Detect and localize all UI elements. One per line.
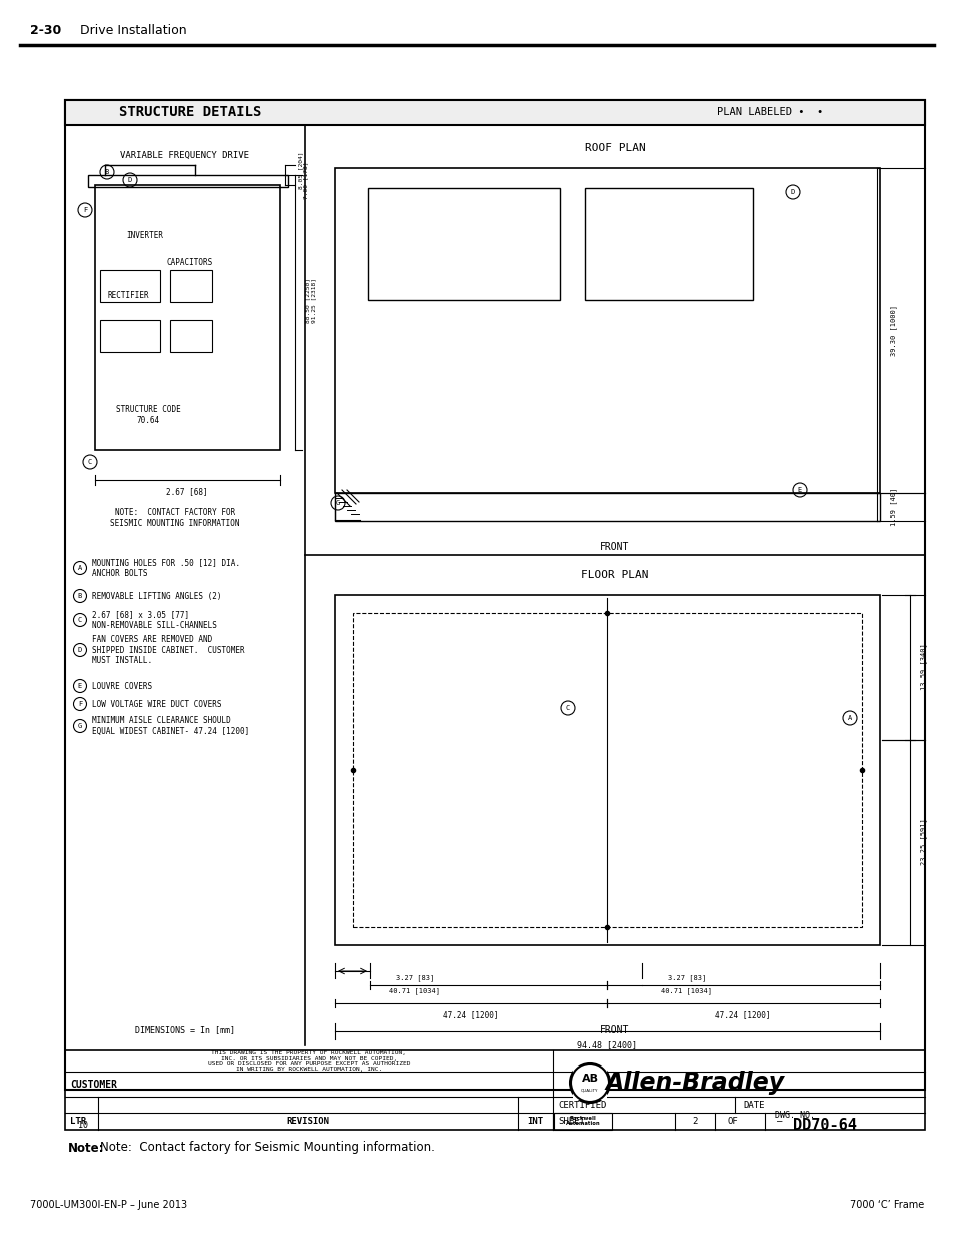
Bar: [88, 175, 288, 186]
Text: 8.05 [204]: 8.05 [204]: [297, 151, 303, 189]
Text: RECTIFIER: RECTIFIER: [107, 290, 149, 300]
Text: 10: 10: [78, 1121, 88, 1130]
Text: DATE: DATE: [742, 1100, 763, 1109]
Text: 94.48 [2400]: 94.48 [2400]: [577, 1041, 637, 1050]
Text: C: C: [88, 459, 92, 466]
Text: Note:  Contact factory for Seismic Mounting information.: Note: Contact factory for Seismic Mounti…: [100, 1141, 435, 1155]
Text: FLOOR PLAN: FLOOR PLAN: [580, 571, 648, 580]
Text: G: G: [335, 500, 340, 506]
Text: REMOVABLE LIFTING ANGLES (2): REMOVABLE LIFTING ANGLES (2): [91, 592, 221, 600]
Text: G: G: [78, 722, 82, 729]
Text: Note:: Note:: [68, 1141, 105, 1155]
Text: DD70-64: DD70-64: [792, 1119, 856, 1134]
Text: CERTIFIED: CERTIFIED: [558, 1100, 606, 1109]
Text: LTR: LTR: [70, 1118, 86, 1126]
Text: 47.24 [1200]: 47.24 [1200]: [443, 1010, 498, 1020]
Text: E: E: [797, 487, 801, 493]
Text: D: D: [790, 189, 794, 195]
Text: 91.25 [2318]: 91.25 [2318]: [311, 278, 315, 322]
Text: CAPACITORS: CAPACITORS: [167, 258, 213, 267]
Text: NOTE:  CONTACT FACTORY FOR
SEISMIC MOUNTING INFORMATION: NOTE: CONTACT FACTORY FOR SEISMIC MOUNTI…: [111, 509, 239, 527]
Bar: [584, 188, 752, 300]
Bar: [100, 270, 160, 303]
Text: A: A: [847, 715, 851, 721]
Text: INVERTER: INVERTER: [127, 231, 163, 240]
Text: 7.00 [178]: 7.00 [178]: [303, 162, 308, 199]
Text: B: B: [105, 169, 109, 175]
Bar: [554, 1113, 612, 1130]
Bar: [95, 185, 280, 450]
Text: 2: 2: [692, 1118, 697, 1126]
Text: MINIMUM AISLE CLEARANCE SHOULD
EQUAL WIDEST CABINET- 47.24 [1200]: MINIMUM AISLE CLEARANCE SHOULD EQUAL WID…: [91, 716, 249, 736]
Bar: [335, 595, 879, 945]
Text: 7000 ‘C’ Frame: 7000 ‘C’ Frame: [849, 1200, 923, 1210]
Text: D: D: [128, 177, 132, 183]
Text: DWG. NO.: DWG. NO.: [774, 1110, 814, 1119]
Text: C: C: [565, 705, 570, 711]
Text: Drive Installation: Drive Installation: [80, 23, 187, 37]
Text: LOUVRE COVERS: LOUVRE COVERS: [91, 682, 152, 690]
Bar: [100, 320, 160, 352]
Text: 13.59 [340]: 13.59 [340]: [919, 643, 925, 690]
Text: 40.71 [1034]: 40.71 [1034]: [660, 988, 712, 994]
Text: B: B: [78, 593, 82, 599]
Text: VARIABLE FREQUENCY DRIVE: VARIABLE FREQUENCY DRIVE: [120, 151, 250, 159]
Text: OF: OF: [727, 1118, 738, 1126]
Text: F: F: [83, 207, 87, 212]
Text: 1.59 [40]: 1.59 [40]: [889, 488, 896, 526]
Bar: [65, 1050, 924, 1130]
Text: 40.71 [1034]: 40.71 [1034]: [389, 988, 440, 994]
Text: PLAN LABELED •  •: PLAN LABELED • •: [716, 107, 822, 117]
Bar: [65, 100, 924, 1091]
Text: –: –: [777, 1118, 781, 1126]
Bar: [573, 1066, 606, 1100]
Text: 7000L-UM300I-EN-P – June 2013: 7000L-UM300I-EN-P – June 2013: [30, 1200, 187, 1210]
Text: MOUNTING HOLES FOR .50 [12] DIA.
ANCHOR BOLTS: MOUNTING HOLES FOR .50 [12] DIA. ANCHOR …: [91, 558, 240, 578]
Text: Rockwell
Automation: Rockwell Automation: [565, 1115, 599, 1126]
Text: ROOF PLAN: ROOF PLAN: [584, 143, 644, 153]
Bar: [335, 493, 879, 521]
Text: INT: INT: [526, 1118, 542, 1126]
Text: THIS DRAWING IS THE PROPERTY OF ROCKWELL AUTOMATION,
INC. OR ITS SUBSIDIARIES AN: THIS DRAWING IS THE PROPERTY OF ROCKWELL…: [208, 1050, 410, 1072]
Text: 23.25 [591]: 23.25 [591]: [919, 819, 925, 866]
Text: LOW VOLTAGE WIRE DUCT COVERS: LOW VOLTAGE WIRE DUCT COVERS: [91, 699, 221, 709]
Text: CUSTOMER: CUSTOMER: [70, 1079, 117, 1091]
Text: 3.27 [83]: 3.27 [83]: [667, 974, 705, 982]
Bar: [368, 188, 559, 300]
Text: Allen-Bradley: Allen-Bradley: [605, 1071, 783, 1095]
Text: D: D: [78, 647, 82, 653]
Text: QUALITY: QUALITY: [580, 1088, 598, 1092]
Bar: [335, 168, 879, 493]
Text: 88.50 [2250]: 88.50 [2250]: [305, 278, 310, 322]
Text: STRUCTURE CODE
70.64: STRUCTURE CODE 70.64: [115, 405, 180, 425]
Bar: [170, 270, 212, 303]
Bar: [170, 320, 212, 352]
Text: A: A: [78, 564, 82, 571]
Text: REVISION: REVISION: [286, 1118, 329, 1126]
Text: 2.67 [68] x 3.05 [77]
NON-REMOVABLE SILL-CHANNELS: 2.67 [68] x 3.05 [77] NON-REMOVABLE SILL…: [91, 610, 216, 630]
Text: 47.24 [1200]: 47.24 [1200]: [715, 1010, 770, 1020]
Text: FRONT: FRONT: [599, 542, 629, 552]
Text: FRONT: FRONT: [599, 1025, 629, 1035]
Text: SHEET: SHEET: [558, 1118, 584, 1126]
Text: 39.30 [1000]: 39.30 [1000]: [889, 305, 896, 356]
Text: 2.67 [68]: 2.67 [68]: [166, 488, 208, 496]
Text: F: F: [78, 701, 82, 706]
Text: DIMENSIONS = In [mm]: DIMENSIONS = In [mm]: [135, 1025, 234, 1035]
Text: AB: AB: [581, 1074, 598, 1084]
Bar: [65, 100, 924, 125]
Bar: [353, 613, 862, 927]
Text: C: C: [78, 618, 82, 622]
Text: FAN COVERS ARE REMOVED AND
SHIPPED INSIDE CABINET.  CUSTOMER
MUST INSTALL.: FAN COVERS ARE REMOVED AND SHIPPED INSID…: [91, 635, 244, 664]
Text: STRUCTURE DETAILS: STRUCTURE DETAILS: [119, 105, 261, 119]
Text: 2-30: 2-30: [30, 23, 61, 37]
Text: E: E: [78, 683, 82, 689]
Text: 3.27 [83]: 3.27 [83]: [395, 974, 434, 982]
